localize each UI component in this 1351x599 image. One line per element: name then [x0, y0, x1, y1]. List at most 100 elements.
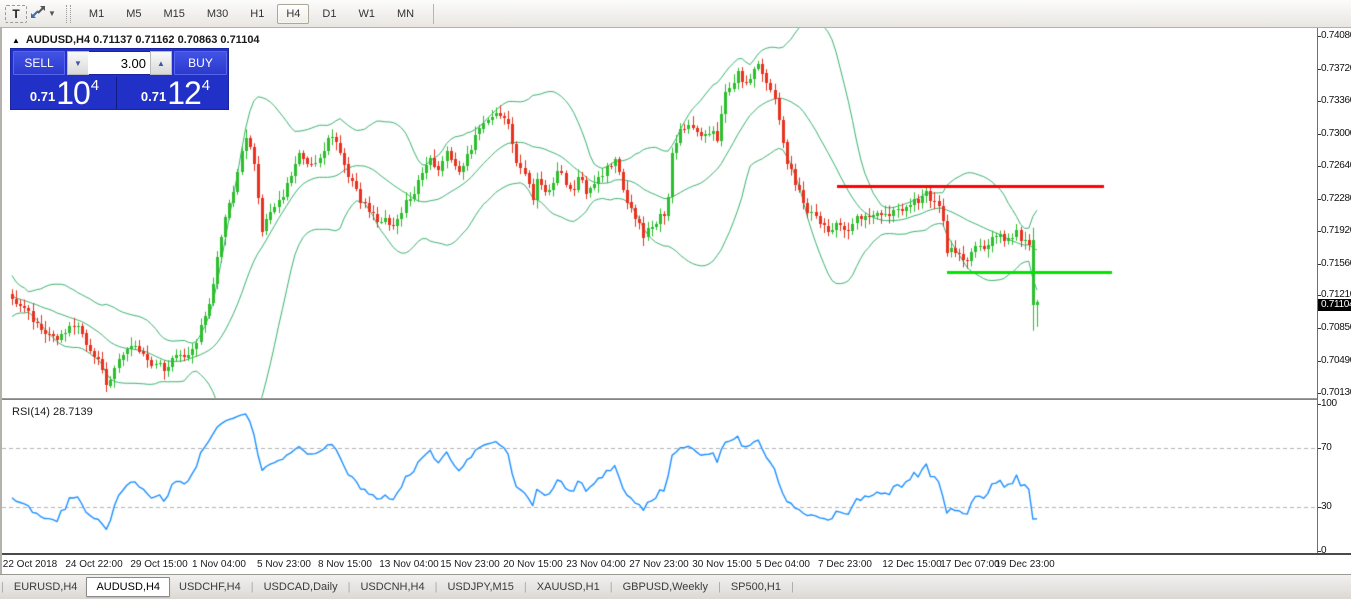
time-axis-label: 15 Nov 23:00: [440, 559, 500, 570]
timeframe-button-W1[interactable]: W1: [358, 7, 375, 20]
axis-tick-mark: [1318, 101, 1321, 103]
buy-price-display[interactable]: 0.71 12 4: [123, 77, 228, 109]
buy-price-pip: 4: [201, 77, 211, 94]
toolbar-grip: [65, 4, 71, 23]
crossed-arrows-icon: [30, 5, 46, 22]
timeframe-button-H4[interactable]: H4: [277, 3, 310, 24]
chart-tab-eurusd[interactable]: EURUSD,H4: [13, 581, 78, 593]
axis-tick-mark: [1318, 295, 1321, 297]
axis-tick-mark: [1318, 404, 1321, 405]
timeframe-button-M5[interactable]: M5: [126, 7, 142, 20]
chart-tab-usdchf[interactable]: USDCHF,H4: [179, 581, 241, 593]
pane-splitter[interactable]: [2, 398, 1351, 400]
current-price-badge: 0.71104: [1318, 299, 1351, 312]
axis-tick-mark: [1318, 68, 1321, 70]
price-axis-label: 0.70130: [1321, 387, 1351, 399]
chart-tab-bar: | EURUSD,H4 AUDUSD,H4 USDCHF,H4 | USDCAD,Dail…: [0, 574, 1351, 599]
chart-tab-usdjpy[interactable]: USDJPY,M15: [447, 581, 514, 593]
chart-window: ▲ AUDUSD,H4 0.71137 0.71162 0.70863 0.71…: [0, 28, 1351, 574]
tab-separator: |: [347, 581, 351, 593]
toolbar-separator: [433, 3, 435, 24]
tab-separator: |: [434, 581, 438, 593]
axis-tick-mark: [1318, 198, 1321, 200]
buy-price-big: 12: [167, 75, 202, 111]
tab-separator: |: [609, 581, 613, 593]
tab-separator: |: [250, 581, 254, 593]
time-axis-label: 12 Dec 15:00: [882, 559, 942, 570]
dropdown-caret-icon: ▼: [48, 9, 56, 18]
buy-price-prefix: 0.71: [140, 89, 167, 104]
toolbar: T ▼ M1 M5 M15 M30 H1 H4 D1 W1 MN: [0, 0, 1351, 28]
timeframe-button-M15[interactable]: M15: [163, 7, 185, 20]
sell-price-display[interactable]: 0.71 10 4: [13, 77, 117, 109]
axis-tick-mark: [1318, 231, 1321, 233]
chart-title: ▲ AUDUSD,H4 0.71137 0.71162 0.70863 0.71…: [12, 34, 260, 46]
axis-tick-mark: [1318, 360, 1321, 362]
time-axis-label: 19 Dec 23:00: [995, 559, 1055, 570]
chart-tab-sp500[interactable]: SP500,H1: [730, 581, 781, 593]
text-tool-button[interactable]: T: [5, 4, 27, 23]
chart-tab-audusd[interactable]: AUDUSD,H4: [86, 577, 171, 597]
volume-input[interactable]: [88, 52, 151, 74]
tab-separator: |: [791, 581, 794, 593]
chart-tab-xauusd[interactable]: XAUUSD,H1: [536, 581, 600, 593]
time-axis-label: 13 Nov 04:00: [379, 559, 439, 570]
axis-tick-mark: [1318, 506, 1321, 508]
axis-tick-mark: [1318, 166, 1321, 168]
time-axis-label: 17 Dec 07:00: [940, 559, 1000, 570]
axis-tick-mark: [1318, 328, 1321, 330]
timeframe-button-M30[interactable]: M30: [206, 7, 229, 20]
axis-tick-mark: [1318, 551, 1321, 552]
timeframe-button-M1[interactable]: M1: [88, 7, 105, 20]
time-scale[interactable]: 22 Oct 2018 24 Oct 22:00 29 Oct 15:00 1 Nov…: [2, 555, 1351, 574]
text-tool-icon: T: [12, 6, 20, 21]
one-click-trading-panel: SELL ▼ ▲ BUY 0.71 10 4 0.71 12 4: [10, 48, 229, 110]
sell-button[interactable]: SELL: [13, 51, 65, 75]
time-axis-label: 5 Dec 04:00: [756, 559, 810, 570]
time-axis-label: 29 Oct 15:00: [130, 559, 188, 570]
tab-separator: |: [717, 581, 721, 593]
time-axis-label: 23 Nov 04:00: [566, 559, 626, 570]
axis-tick-mark: [1318, 393, 1321, 395]
chart-tab-usdcad[interactable]: USDCAD,Daily: [263, 581, 338, 593]
axis-tick-mark: [1318, 263, 1321, 265]
rsi-axis-label: 30: [1321, 500, 1332, 512]
axis-tick-mark: [1318, 448, 1321, 450]
time-axis-label: 30 Nov 15:00: [692, 559, 752, 570]
time-axis-label: 27 Nov 23:00: [629, 559, 689, 570]
timeframe-button-MN[interactable]: MN: [396, 7, 415, 20]
axis-tick-mark: [1318, 36, 1321, 37]
rsi-pane-bottom-border: [2, 553, 1351, 555]
chart-tab-gbpusd[interactable]: GBPUSD,Weekly: [622, 581, 708, 593]
rsi-axis-label: 100: [1321, 398, 1337, 409]
arrows-tool-button[interactable]: ▼: [29, 3, 57, 25]
sell-price-big: 10: [56, 75, 91, 111]
axis-tick-mark: [1318, 133, 1321, 135]
chart-title-text: AUDUSD,H4 0.71137 0.71162 0.70863 0.7110…: [25, 34, 260, 46]
time-axis-label: 20 Nov 15:00: [503, 559, 563, 570]
time-axis-label: 8 Nov 15:00: [318, 559, 372, 570]
volume-decrease-button[interactable]: ▼: [67, 51, 89, 75]
sell-price-pip: 4: [90, 77, 100, 94]
buy-button[interactable]: BUY: [174, 51, 227, 75]
timeframe-button-group: M1 M5 M15 M30 H1 H4 D1 W1 MN: [78, 3, 425, 24]
chart-marker-icon: ▲: [12, 35, 20, 45]
rsi-indicator-label: RSI(14) 28.7139: [12, 406, 93, 418]
time-axis-label: 24 Oct 22:00: [65, 559, 123, 570]
volume-increase-button[interactable]: ▲: [150, 51, 172, 75]
chart-tab-usdcnh[interactable]: USDCNH,H4: [360, 581, 425, 593]
rsi-chart-canvas[interactable]: [2, 400, 1317, 553]
timeframe-button-D1[interactable]: D1: [322, 7, 337, 20]
timeframe-button-H1[interactable]: H1: [250, 7, 265, 20]
tab-separator: |: [523, 581, 527, 593]
